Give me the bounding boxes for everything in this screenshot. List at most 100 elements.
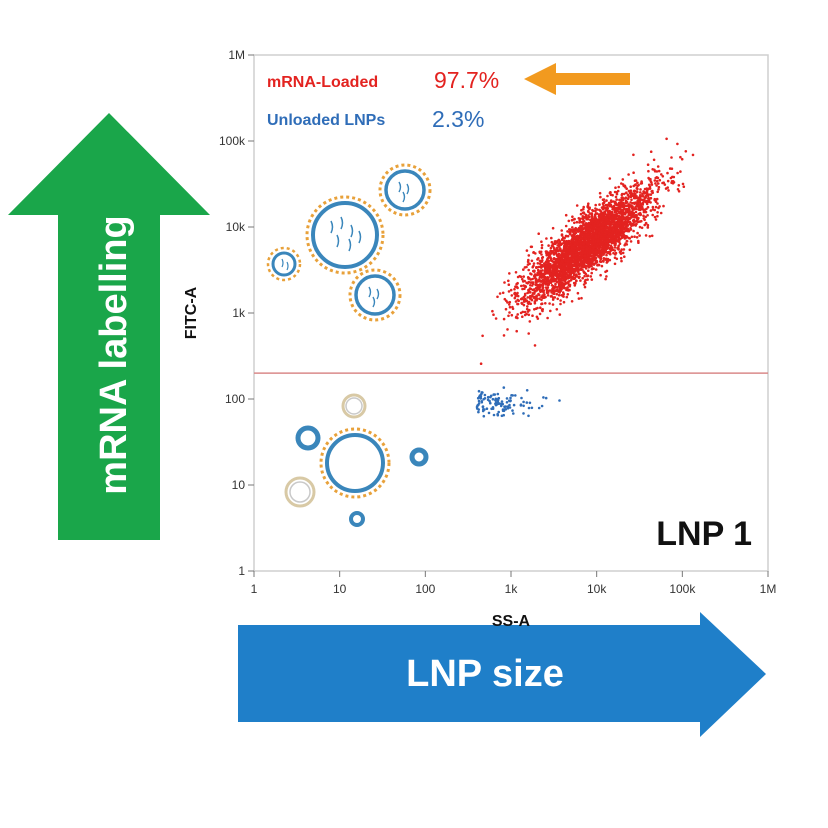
loaded-point: [558, 287, 561, 291]
loaded-point: [522, 268, 525, 271]
loaded-point: [626, 229, 629, 233]
loaded-point: [573, 237, 577, 241]
loaded-point: [606, 244, 610, 248]
loaded-point: [513, 287, 516, 291]
loaded-point: [580, 220, 583, 224]
loaded-point: [573, 284, 577, 287]
loaded-point: [535, 297, 539, 301]
loaded-point: [573, 276, 577, 280]
unloaded-point: [508, 399, 512, 403]
loaded-point: [621, 178, 625, 181]
loaded-point: [635, 236, 639, 239]
loaded-point: [597, 227, 601, 231]
loaded-point: [554, 268, 558, 272]
loaded-point: [684, 150, 688, 153]
loaded-point: [650, 234, 654, 238]
loaded-point: [527, 332, 530, 335]
loaded-point: [574, 253, 578, 256]
unloaded-point: [500, 400, 504, 403]
loaded-point: [586, 227, 590, 230]
loaded-point: [622, 203, 625, 206]
loaded-point: [554, 282, 557, 286]
loaded-point: [666, 171, 669, 175]
loaded-point: [521, 277, 524, 281]
loaded-point: [640, 226, 644, 230]
loaded-point: [617, 214, 621, 218]
loaded-point: [614, 186, 617, 189]
loaded-point: [557, 238, 561, 242]
loaded-point: [604, 216, 608, 220]
loaded-point: [666, 179, 670, 183]
loaded-point: [601, 218, 605, 221]
loaded-point: [657, 169, 661, 173]
loaded-point: [657, 185, 661, 189]
loaded-point: [600, 229, 603, 233]
loaded-point: [563, 279, 567, 283]
loaded-point: [538, 283, 542, 287]
loaded-point: [550, 240, 554, 244]
loaded-point: [587, 264, 590, 268]
loaded-point: [656, 211, 659, 214]
loaded-point: [588, 261, 591, 264]
loaded-point: [560, 249, 564, 253]
loaded-point: [559, 268, 563, 272]
loaded-point: [670, 180, 674, 183]
loaded-point: [618, 219, 622, 223]
loaded-point: [547, 244, 550, 247]
unloaded-point: [512, 403, 516, 407]
loaded-point: [584, 267, 588, 270]
loaded-point: [609, 191, 612, 194]
loaded-point: [616, 189, 620, 193]
loaded-point: [508, 311, 511, 314]
loaded-point: [611, 227, 615, 231]
loaded-point: [563, 236, 566, 240]
loaded-point: [564, 246, 567, 249]
loaded-point: [613, 202, 617, 205]
loaded-point: [595, 252, 599, 255]
loaded-point: [554, 250, 558, 253]
loaded-point: [589, 247, 592, 251]
loaded-point: [625, 239, 629, 243]
loaded-point: [625, 187, 628, 190]
loaded-point: [572, 253, 575, 257]
loaded-point: [625, 225, 628, 229]
loaded-point: [514, 285, 517, 289]
loaded-point: [563, 267, 566, 271]
unloaded-point: [496, 392, 500, 396]
unloaded-vesicle-icon: [295, 425, 321, 451]
loaded-point: [553, 279, 556, 282]
loaded-point: [526, 296, 530, 299]
loaded-point: [575, 279, 578, 283]
loaded-point: [656, 214, 659, 218]
loaded-point: [562, 277, 566, 280]
unloaded-point: [501, 409, 505, 413]
loaded-point: [510, 313, 514, 317]
loaded-point: [536, 271, 539, 275]
loaded-point: [609, 193, 613, 196]
unloaded-vesicle-icon: [341, 393, 367, 419]
loaded-point: [575, 236, 579, 240]
loaded-point: [541, 255, 545, 259]
loaded-point: [617, 248, 620, 251]
loaded-point: [652, 158, 656, 162]
loaded-point: [531, 294, 534, 297]
loaded-point: [587, 235, 591, 238]
loaded-point: [600, 252, 604, 255]
loaded-point: [541, 269, 544, 272]
x-axis-label: SS-A: [492, 613, 531, 630]
loaded-point: [594, 207, 597, 210]
loaded-point: [635, 186, 639, 190]
unloaded-point: [482, 398, 485, 401]
loaded-point: [593, 224, 596, 228]
loaded-point: [638, 234, 641, 237]
loaded-point: [571, 275, 574, 279]
loaded-point: [516, 275, 520, 279]
loaded-point: [541, 286, 545, 289]
loaded-point: [583, 216, 587, 219]
loaded-point: [658, 178, 662, 182]
loaded-point: [581, 251, 584, 255]
loaded-point: [633, 192, 636, 196]
plot-area: [253, 54, 769, 572]
loaded-point: [546, 316, 549, 320]
loaded-point: [547, 259, 550, 263]
